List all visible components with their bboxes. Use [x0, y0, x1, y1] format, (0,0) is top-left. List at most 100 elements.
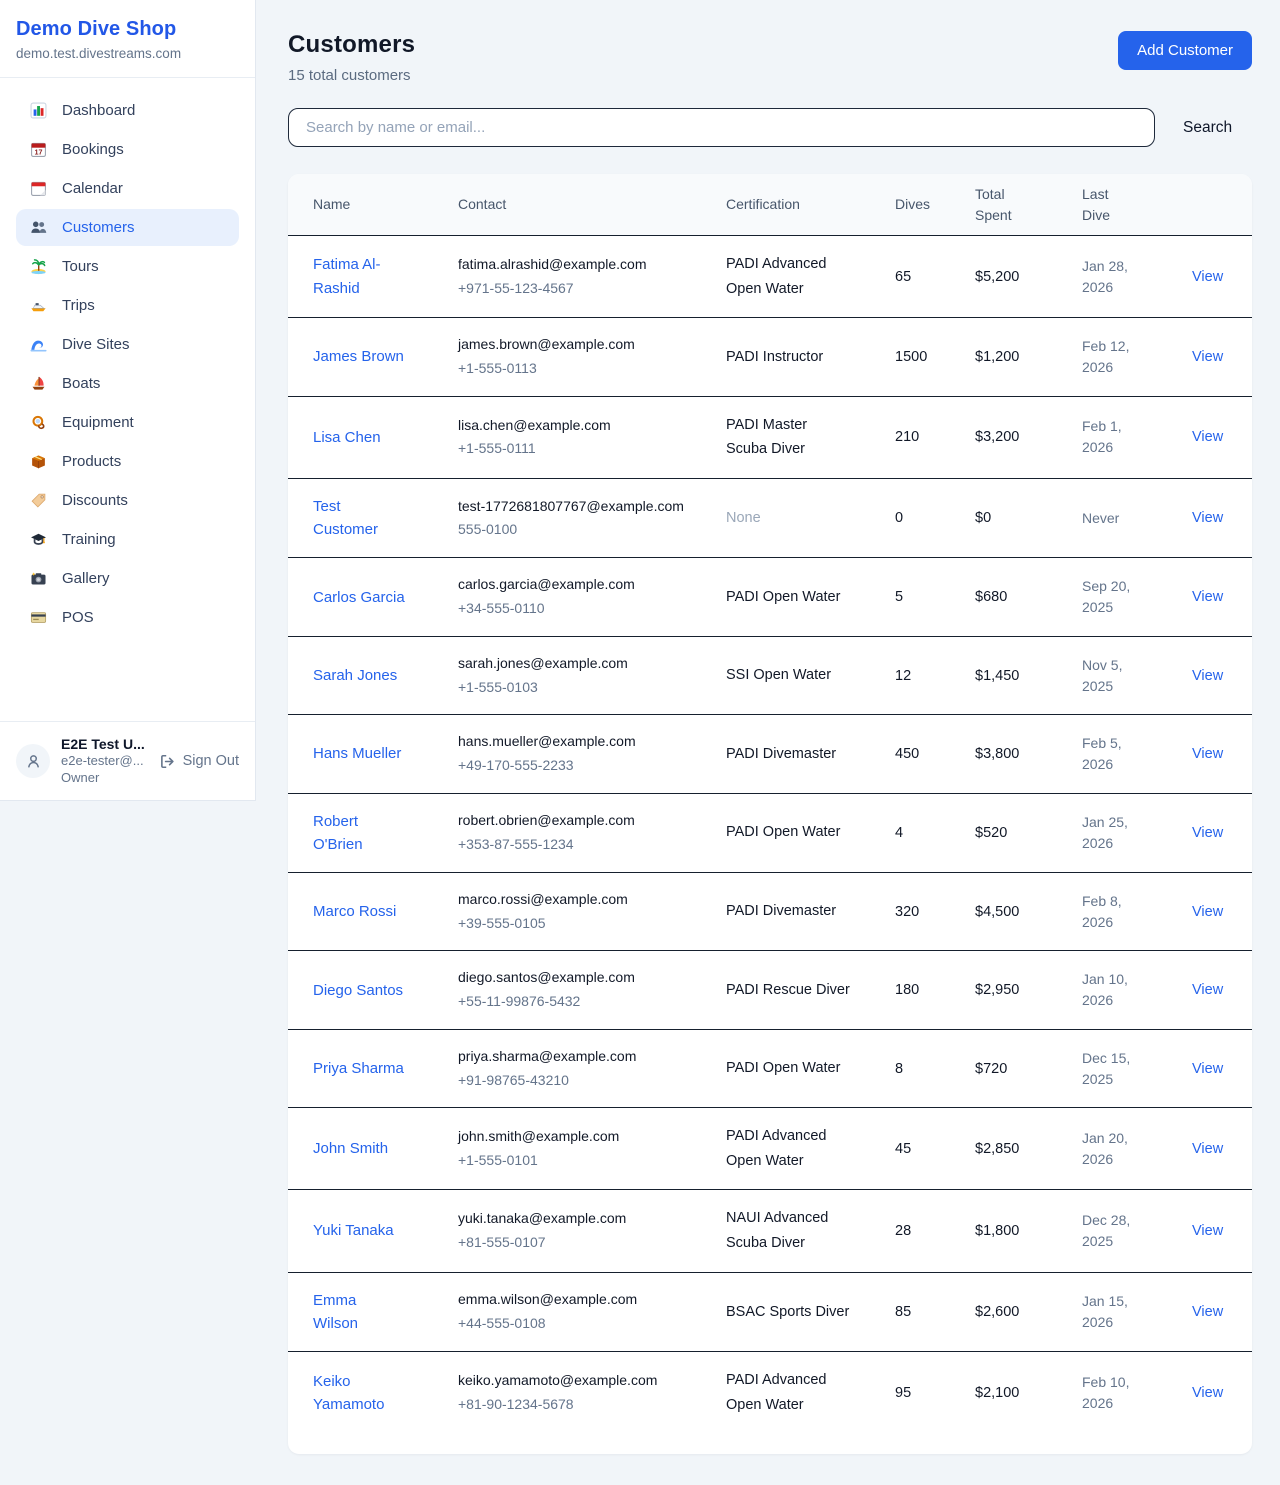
sidebar-item-trips[interactable]: Trips [16, 287, 239, 324]
add-customer-button[interactable]: Add Customer [1118, 31, 1252, 70]
view-customer-link[interactable]: View [1192, 1223, 1224, 1240]
customer-email: john.smith@example.com [458, 1128, 620, 1145]
view-customer-link[interactable]: View [1192, 745, 1224, 762]
customer-name-link[interactable]: Fatima Al-Rashid [313, 256, 381, 297]
customer-name-link[interactable]: Priya Sharma [313, 1059, 404, 1077]
user-role: Owner [61, 770, 100, 786]
view-customer-link[interactable]: View [1192, 589, 1224, 606]
view-customer-link[interactable]: View [1192, 1060, 1224, 1077]
search-row: Search [288, 108, 1252, 147]
view-customer-link[interactable]: View [1192, 667, 1224, 684]
sidebar-item-calendar[interactable]: Calendar [16, 170, 239, 207]
view-customer-link[interactable]: View [1192, 429, 1224, 446]
table-row: Marco Rossi marco.rossi@example.com +39-… [288, 873, 1252, 952]
table-row: Sarah Jones sarah.jones@example.com +1-5… [288, 637, 1252, 716]
customer-email: priya.sharma@example.com [458, 1047, 637, 1064]
view-customer-link[interactable]: View [1192, 348, 1224, 365]
customer-phone: +1-555-0103 [458, 678, 538, 695]
sidebar-item-products[interactable]: Products [16, 443, 239, 480]
view-customer-link[interactable]: View [1192, 824, 1224, 841]
customer-dives: 8 [895, 1060, 904, 1077]
customer-name-link[interactable]: Lisa Chen [313, 428, 381, 446]
customer-name-link[interactable]: Carlos Garcia [313, 588, 405, 606]
customer-name-link[interactable]: Hans Mueller [313, 745, 402, 763]
customer-phone: +55-11-99876-5432 [458, 993, 581, 1010]
view-customer-link[interactable]: View [1192, 510, 1224, 527]
customer-dives: 180 [895, 982, 920, 999]
customer-dives: 45 [895, 1140, 912, 1157]
bookings-icon: 17 [29, 142, 47, 158]
customer-phone: +1-555-0113 [458, 359, 537, 376]
customer-last-dive: Feb 1, 2026 [1082, 418, 1122, 456]
gallery-icon [29, 571, 47, 587]
customer-dives: 12 [895, 667, 912, 684]
sign-out-button[interactable]: Sign Out [159, 753, 239, 770]
table-row: Yuki Tanaka yuki.tanaka@example.com +81-… [288, 1190, 1252, 1273]
customer-total-spent: $1,450 [975, 667, 1020, 684]
view-customer-link[interactable]: View [1192, 1140, 1224, 1157]
customer-last-dive: Jan 15, 2026 [1082, 1293, 1128, 1330]
customer-dives: 320 [895, 903, 920, 920]
sidebar-header: Demo Dive Shop demo.test.divestreams.com [0, 0, 255, 78]
sign-out-label: Sign Out [182, 753, 239, 770]
view-customer-link[interactable]: View [1192, 1384, 1224, 1401]
sidebar-item-tours[interactable]: Tours [16, 248, 239, 285]
customer-name-link[interactable]: Test Customer [313, 497, 379, 539]
customer-email: emma.wilson@example.com [458, 1291, 638, 1308]
customer-phone: +353-87-555-1234 [458, 835, 574, 852]
customer-name-link[interactable]: Diego Santos [313, 981, 404, 999]
customer-total-spent: $3,200 [975, 429, 1020, 446]
shop-title: Demo Dive Shop [16, 18, 177, 40]
sidebar-item-boats[interactable]: Boats [16, 365, 239, 402]
sidebar-item-training[interactable]: Training [16, 521, 239, 558]
customer-phone: +44-555-0108 [458, 1315, 546, 1331]
customer-last-dive: Feb 5, 2026 [1082, 734, 1122, 772]
customer-phone: +39-555-0105 [458, 914, 546, 931]
dashboard-icon [29, 102, 47, 119]
sidebar-item-discounts[interactable]: Discounts [16, 482, 239, 519]
customer-name-link[interactable]: Robert O'Brien [313, 812, 363, 853]
customer-email: marco.rossi@example.com [458, 891, 628, 908]
customer-name-link[interactable]: Sarah Jones [313, 666, 398, 684]
table-row: Priya Sharma priya.sharma@example.com +9… [288, 1030, 1252, 1109]
boats-icon [29, 376, 47, 392]
view-customer-link[interactable]: View [1192, 903, 1224, 920]
search-input[interactable] [288, 108, 1155, 147]
view-customer-link[interactable]: View [1192, 1304, 1224, 1320]
customer-total-spent: $520 [975, 824, 1008, 841]
customer-last-dive: Jan 20, 2026 [1082, 1129, 1128, 1167]
customer-last-dive: Sep 20, 2025 [1082, 578, 1131, 616]
search-button[interactable]: Search [1183, 118, 1233, 136]
view-customer-link[interactable]: View [1192, 982, 1224, 999]
customer-name-link[interactable]: Keiko Yamamoto [313, 1372, 385, 1413]
view-customer-link[interactable]: View [1192, 268, 1224, 285]
customer-certification: PADI Master Scuba Diver [726, 416, 808, 458]
customer-email: carlos.garcia@example.com [458, 576, 635, 593]
customer-certification: PADI Divemaster [726, 745, 837, 762]
sidebar-item-equipment[interactable]: Equipment [16, 404, 239, 441]
customer-certification: PADI Open Water [726, 824, 841, 841]
user-name: E2E Test U... [61, 736, 145, 753]
sidebar-item-customers[interactable]: Customers [16, 209, 239, 246]
user-box: E2E Test U... e2e-tester@... Owner Sign … [0, 721, 255, 800]
customer-dives: 85 [895, 1304, 912, 1320]
sidebar-item-pos[interactable]: POS [16, 599, 239, 636]
customer-certification: BSAC Sports Diver [726, 1303, 850, 1320]
customer-last-dive: Jan 10, 2026 [1082, 971, 1128, 1009]
sidebar-item-dashboard[interactable]: Dashboard [16, 92, 239, 129]
table-row: Hans Mueller hans.mueller@example.com +4… [288, 715, 1252, 794]
avatar [16, 744, 50, 779]
customer-certification: PADI Advanced Open Water [726, 256, 827, 297]
customer-name-link[interactable]: Emma Wilson [313, 1291, 359, 1332]
customer-total-spent: $2,100 [975, 1384, 1020, 1401]
sidebar-item-gallery[interactable]: Gallery [16, 560, 239, 597]
customer-certification: SSI Open Water [726, 667, 832, 684]
sidebar-item-dive-sites[interactable]: Dive Sites [16, 326, 239, 363]
customer-name-link[interactable]: Marco Rossi [313, 903, 397, 921]
customer-name-link[interactable]: John Smith [313, 1140, 389, 1158]
sidebar-item-bookings[interactable]: 17 Bookings [16, 131, 239, 168]
customer-last-dive: Never [1082, 509, 1120, 526]
customer-name-link[interactable]: James Brown [313, 348, 404, 366]
user-email: e2e-tester@... [61, 753, 144, 769]
customer-name-link[interactable]: Yuki Tanaka [313, 1222, 394, 1240]
